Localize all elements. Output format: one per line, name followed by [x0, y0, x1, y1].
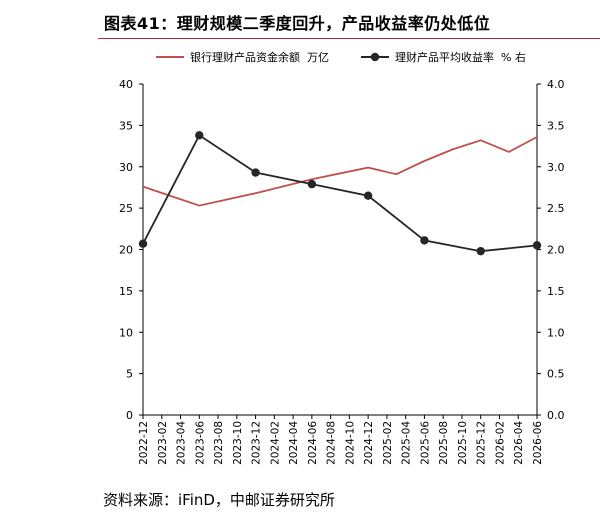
left-tick-label: 10: [119, 326, 133, 339]
left-tick-label: 20: [119, 244, 133, 257]
right-tick-label: 1.0: [547, 326, 565, 339]
x-tick-label: 2022-12: [138, 421, 150, 465]
x-tick-label: 2024-02: [269, 421, 281, 465]
left-tick-label: 40: [119, 78, 133, 91]
left-tick-label: 15: [119, 285, 133, 298]
left-tick-label: 0: [126, 409, 133, 422]
x-tick-label: 2023-12: [251, 421, 263, 465]
right-tick-label: 4.0: [547, 78, 565, 91]
line-chart: 0 5 10 15 20 25 30 35 40 0.0 0.5 1.0 1.5 2.0 2.5 3.0 3.5…: [119, 50, 565, 465]
left-tick-label: 30: [119, 161, 133, 174]
x-tick-label: 2023-04: [176, 421, 188, 465]
x-tick-label: 2023-02: [157, 421, 169, 465]
x-tick-label: 2024-10: [344, 421, 356, 465]
x-tick-label: 2025-04: [401, 421, 413, 465]
x-tick-label: 2025-12: [476, 421, 488, 465]
x-tick-label: 2024-04: [288, 421, 300, 465]
title-bar: 图表41：理财规模二季度回升，产品收益率仍处低位: [98, 6, 600, 39]
left-tick-label: 25: [119, 202, 133, 215]
chart-area: 0 5 10 15 20 25 30 35 40 0.0 0.5 1.0 1.5 2.0 2.5 3.0 3.5…: [98, 40, 600, 488]
right-tick-label: 3.5: [547, 119, 565, 132]
series-2-point: [195, 131, 204, 140]
legend-marker-2: [370, 52, 380, 62]
legend-label-1: 银行理财产品资金余额 万亿: [190, 50, 329, 64]
x-tick-label: 2026-02: [494, 421, 506, 465]
left-tick-label: 5: [126, 368, 133, 381]
left-tick-label: 35: [119, 119, 133, 132]
figure-title: 图表41：理财规模二季度回升，产品收益率仍处低位: [104, 14, 491, 33]
series-line-2: [142, 133, 538, 253]
right-tick-label: 2.5: [547, 202, 565, 215]
source-note: 资料来源：iFinD，中邮证券研究所: [103, 491, 335, 509]
right-tick-label: 0.5: [547, 368, 565, 381]
x-tick-label: 2023-08: [213, 421, 225, 465]
x-tick-label: 2023-10: [232, 421, 244, 465]
right-tick-label: 1.5: [547, 285, 565, 298]
series-line-1: [142, 136, 538, 207]
legend-label-2: 理财产品平均收益率 % 右: [395, 50, 526, 64]
right-tick-label: 3.0: [547, 161, 565, 174]
x-tick-label: 2024-08: [326, 421, 338, 465]
x-tick-label: 2024-12: [363, 421, 375, 465]
series-2-point: [307, 179, 317, 189]
right-tick-label: 0.0: [547, 409, 565, 422]
x-tick-label: 2025-10: [457, 421, 469, 465]
right-tick-label: 2.0: [547, 244, 565, 257]
x-tick-label: 2025-02: [382, 421, 394, 465]
series-2-point: [532, 241, 542, 250]
x-tick-label: 2024-06: [307, 421, 319, 465]
series-2-point: [363, 191, 373, 200]
x-tick-label: 2025-08: [438, 421, 450, 465]
x-tick-label: 2025-06: [419, 421, 431, 465]
series-2-point: [476, 246, 485, 256]
series-2-point: [251, 168, 260, 177]
x-tick-label: 2023-06: [194, 421, 206, 465]
x-tick-label: 2026-06: [532, 421, 544, 465]
x-tick-label: 2026-04: [513, 421, 525, 465]
series-2-point: [420, 236, 429, 245]
series-2-point: [138, 239, 148, 248]
